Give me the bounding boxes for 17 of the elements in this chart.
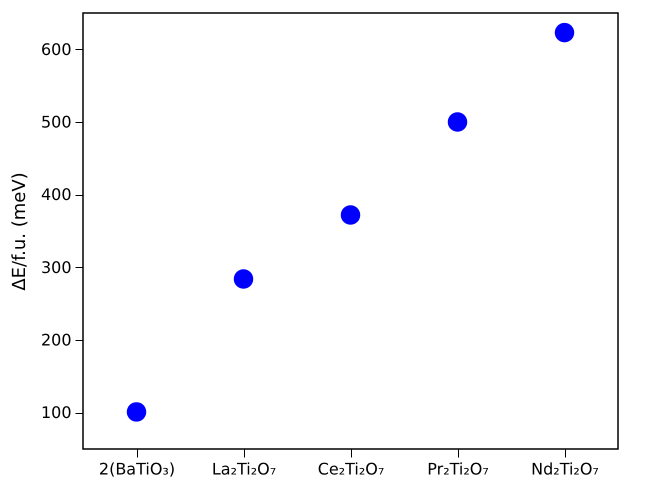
x-tick-label: Nd₂Ti₂O₇ xyxy=(531,460,599,478)
y-tick-label: 200 xyxy=(40,330,72,350)
y-tick-label: 600 xyxy=(40,40,72,59)
x-tick-label: Ce₂Ti₂O₇ xyxy=(318,460,384,478)
y-tick-label: 100 xyxy=(40,403,72,422)
y-tick-label: 500 xyxy=(40,112,72,132)
y-axis-title: ΔE/f.u. (meV) xyxy=(8,172,30,291)
x-tick-label: La₂Ti₂O₇ xyxy=(212,460,276,478)
point xyxy=(126,402,146,422)
x-tick-label: 2(BaTiO₃) xyxy=(98,460,176,478)
x-tick-label: Pr₂Ti₂O₇ xyxy=(427,460,489,478)
point xyxy=(234,269,254,289)
y-tick-label: 300 xyxy=(40,258,72,277)
point xyxy=(554,22,574,42)
y-tick-label: 400 xyxy=(40,185,72,204)
point xyxy=(340,205,360,225)
point xyxy=(448,112,468,132)
